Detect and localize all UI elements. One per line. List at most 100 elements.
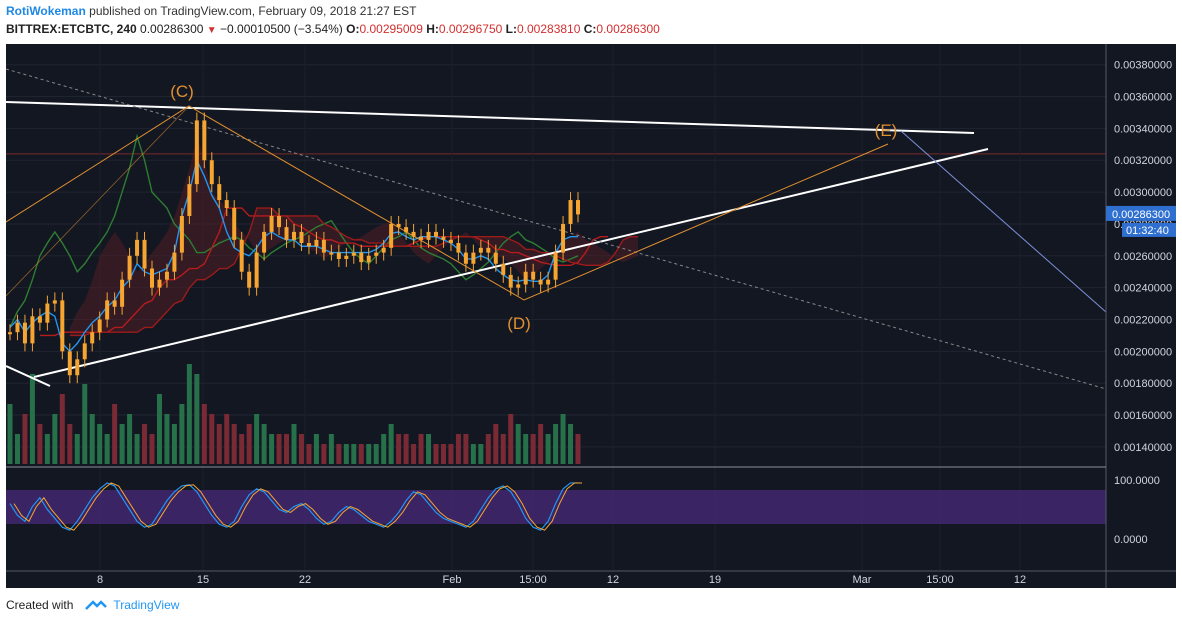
candle-body <box>299 231 304 244</box>
volume-bar <box>568 424 574 464</box>
volume-bar <box>171 424 177 464</box>
volume-bars <box>7 364 581 464</box>
time-tick-label: 15 <box>197 574 209 586</box>
time-tick-label: 8 <box>97 574 103 586</box>
price-tick-label: 0.00160000 <box>1114 410 1172 422</box>
countdown-box <box>1122 222 1176 237</box>
symbol-line: BITTREX:ETCBTC, 240 0.00286300 ▼ −0.0001… <box>6 22 660 36</box>
candle-body <box>97 319 102 333</box>
candle-body <box>531 271 536 280</box>
candle-body <box>277 215 282 228</box>
candle-body <box>568 200 573 224</box>
candle-body <box>471 252 476 264</box>
candle-body <box>336 252 341 259</box>
volume-bar <box>538 424 544 464</box>
upper-trend-line <box>6 101 975 134</box>
volume-bar <box>463 434 469 464</box>
countdown-label: 01:32:40 <box>1126 225 1169 237</box>
volume-bar <box>44 434 50 464</box>
low-label: L: <box>505 22 517 36</box>
volume-bar <box>97 424 103 464</box>
stoch-tick-label: 100.0000 <box>1114 475 1160 487</box>
candle-body <box>194 120 199 185</box>
volume-bar <box>343 444 349 464</box>
price-tick-label: 0.00380000 <box>1114 60 1172 72</box>
close-label: C: <box>583 22 597 36</box>
candle-body <box>561 223 566 253</box>
candle-body <box>284 227 289 240</box>
volume-bar <box>201 404 207 464</box>
volume-bar <box>478 444 484 464</box>
price-tag-box <box>1106 205 1176 221</box>
volume-bar <box>231 424 237 464</box>
candle-body <box>52 300 57 304</box>
price-tick-label: 0.00200000 <box>1114 346 1172 358</box>
candle-body <box>120 279 125 307</box>
price-tick-label: 0.00140000 <box>1114 442 1172 454</box>
candle-body <box>127 255 132 280</box>
created-with-label: Created with <box>6 598 74 612</box>
price-change: −0.00010500 (−3.54%) <box>220 22 343 36</box>
volume-bar <box>186 364 192 464</box>
volume-bar <box>500 434 506 464</box>
price-tick-label: 0.00360000 <box>1114 92 1172 104</box>
price-tick-label: 0.00320000 <box>1114 155 1172 167</box>
candle-body <box>254 252 259 288</box>
candle-body <box>217 184 222 201</box>
tradingview-link[interactable]: TradingView <box>113 598 180 612</box>
volume-bar <box>224 414 230 464</box>
volume-bar <box>440 444 446 464</box>
candle-body <box>478 247 483 253</box>
candle-body <box>179 215 184 253</box>
candle-body <box>142 239 147 269</box>
candle-body <box>538 279 543 285</box>
kijun-cloud-edge <box>70 207 638 337</box>
candle-body <box>404 227 409 232</box>
candle-body <box>105 300 110 320</box>
author-name[interactable]: RotiWokeman <box>6 4 86 18</box>
volume-bar <box>209 414 215 464</box>
candle-body <box>434 231 438 237</box>
candle-body <box>508 274 513 288</box>
volume-bar <box>366 444 372 464</box>
volume-bar <box>284 434 290 464</box>
volume-bar <box>261 424 267 464</box>
wave-label: (D) <box>507 314 531 333</box>
candle-body <box>396 223 401 228</box>
volume-bar <box>523 434 529 464</box>
candle-body <box>553 252 558 280</box>
volume-bar <box>381 434 387 464</box>
volume-bar <box>530 434 536 464</box>
volume-bar <box>336 444 342 464</box>
candle-body <box>135 239 140 256</box>
volume-bar <box>179 404 185 464</box>
high-value: 0.00296750 <box>438 22 503 36</box>
volume-bar <box>14 434 20 464</box>
candle-body <box>164 271 169 280</box>
stoch-tick-label: 0.0000 <box>1114 534 1148 546</box>
volume-bar <box>328 434 334 464</box>
volume-bar <box>306 444 312 464</box>
time-tick-label: 19 <box>709 574 721 586</box>
candle-body <box>37 316 42 323</box>
candle-body <box>576 200 580 215</box>
time-tick-label: 15:00 <box>926 574 954 586</box>
price-tick-label: 0.00220000 <box>1114 314 1172 326</box>
volume-bar <box>545 434 551 464</box>
candle-body <box>486 247 491 253</box>
candle-body <box>15 322 20 333</box>
last-price: 0.00286300 <box>140 22 204 36</box>
volume-bar <box>403 434 409 464</box>
volume-bar <box>298 434 304 464</box>
price-chart[interactable]: (C) (D) (E) 0.00380000 0.00360000 0.00340000… <box>6 44 1176 588</box>
candle-body <box>448 239 453 244</box>
price-tick-label: 0.00300000 <box>1114 187 1172 199</box>
candle-body <box>321 239 326 253</box>
candle-body <box>269 215 274 232</box>
candle-body <box>306 243 311 247</box>
volume-bar <box>418 434 424 464</box>
candle-body <box>45 303 50 323</box>
trend-drawings[interactable]: (C) (D) (E) <box>6 68 1107 390</box>
volume-bar <box>321 444 327 464</box>
candle-body <box>456 243 461 253</box>
